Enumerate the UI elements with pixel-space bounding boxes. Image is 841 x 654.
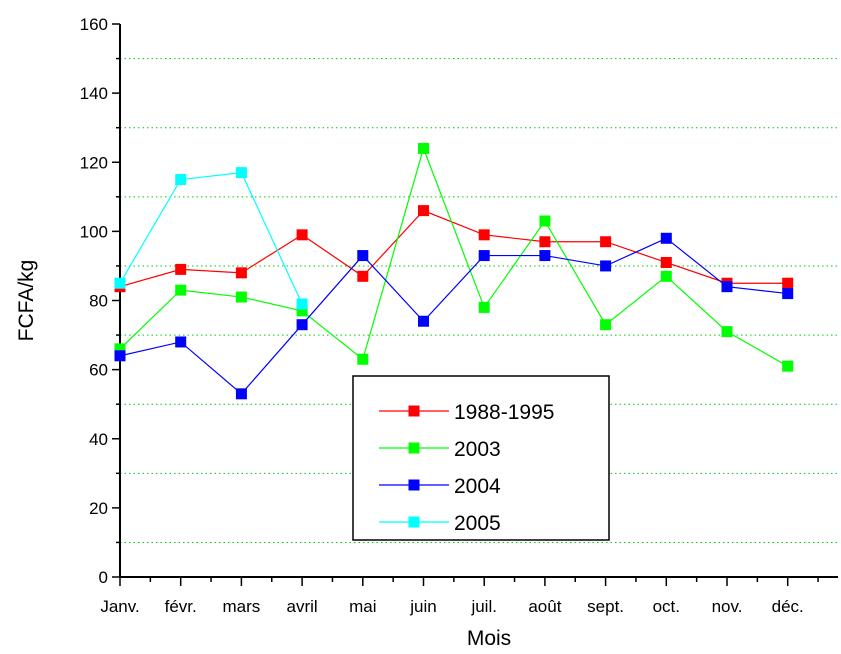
legend-label: 1988-1995 — [454, 401, 554, 424]
legend-marker — [408, 405, 420, 417]
legend-label: 2005 — [454, 512, 501, 535]
y-tick-label: 80 — [89, 292, 108, 311]
x-tick-label: févr. — [165, 597, 197, 616]
x-tick-label: avril — [287, 597, 318, 616]
data-point — [418, 142, 429, 154]
y-axis-ticks: 0 20 40 60 80 100 120 140 160 — [80, 15, 120, 587]
legend-marker — [408, 516, 420, 528]
data-point — [357, 353, 369, 365]
series-line — [119, 237, 788, 395]
legend-box — [352, 375, 610, 541]
x-tick-label: août — [528, 597, 561, 616]
data-point — [175, 263, 187, 275]
x-tick-label: juin — [409, 597, 436, 616]
data-point — [175, 174, 187, 186]
data-point — [539, 236, 551, 248]
data-point — [357, 250, 369, 262]
data-point — [600, 236, 612, 248]
data-point — [175, 336, 187, 348]
x-axis-title: Mois — [467, 627, 511, 650]
data-point — [478, 301, 490, 313]
x-tick-label: Janv. — [100, 597, 139, 616]
x-tick-label: mai — [349, 597, 376, 616]
data-series — [114, 142, 794, 400]
data-point — [357, 270, 369, 282]
y-tick-label: 60 — [89, 361, 108, 380]
data-point — [660, 256, 672, 268]
data-point — [478, 229, 490, 241]
series-line — [119, 171, 303, 305]
x-tick-label: déc. — [772, 597, 804, 616]
y-tick-label: 20 — [89, 499, 108, 518]
series-line — [119, 146, 788, 367]
legend-label: 2004 — [454, 475, 501, 498]
x-tick-label: oct. — [653, 597, 680, 616]
data-point — [296, 305, 308, 317]
data-point — [539, 250, 551, 262]
data-point — [418, 205, 429, 217]
y-tick-label: 160 — [80, 15, 108, 34]
data-point — [721, 326, 733, 338]
y-axis-title: FCFA/kg — [15, 260, 38, 342]
data-point — [418, 315, 429, 327]
data-point — [721, 281, 733, 293]
x-tick-label: mars — [223, 597, 261, 616]
legend-marker — [408, 479, 420, 491]
x-tick-label: sept. — [587, 597, 624, 616]
legend-label: 2003 — [454, 438, 501, 461]
series-line — [119, 209, 788, 288]
data-point — [175, 284, 187, 296]
data-point — [782, 277, 794, 289]
data-point — [539, 215, 551, 227]
data-point — [600, 319, 612, 331]
legend-marker — [408, 442, 420, 454]
data-point — [600, 260, 612, 272]
y-tick-label: 120 — [80, 153, 108, 172]
y-tick-label: 100 — [80, 222, 108, 241]
y-tick-label: 140 — [80, 84, 108, 103]
data-point — [235, 267, 247, 279]
data-point — [114, 350, 126, 362]
data-point — [114, 343, 126, 355]
data-point — [235, 388, 247, 400]
data-point — [296, 319, 308, 331]
y-tick-label: 0 — [99, 568, 108, 587]
data-point — [478, 250, 490, 262]
data-point — [660, 232, 672, 244]
data-point — [296, 298, 308, 310]
data-point — [782, 360, 794, 372]
y-tick-label: 40 — [89, 430, 108, 449]
data-point — [782, 288, 794, 300]
data-point — [660, 270, 672, 282]
legend: 1988-1995 2003 2004 2005 — [352, 375, 610, 541]
x-axis-ticks: Janv. févr. mars avril mai juin juil. août sept.… — [100, 577, 819, 616]
x-tick-label: nov. — [712, 597, 743, 616]
data-point — [235, 291, 247, 303]
data-point — [114, 277, 126, 289]
data-point — [296, 229, 308, 241]
data-point — [235, 167, 247, 179]
x-tick-label: juil. — [470, 597, 497, 616]
